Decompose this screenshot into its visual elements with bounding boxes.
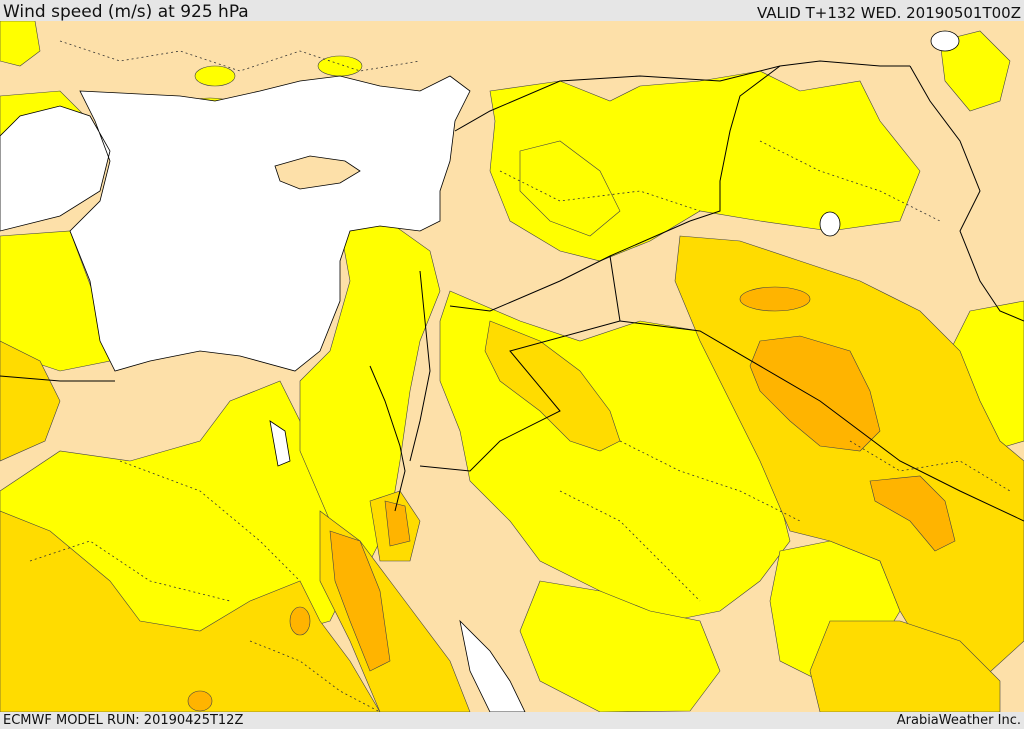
- border-israel-jordan: [409, 270, 431, 462]
- moderate-wind-saudi-e: [809, 620, 1001, 712]
- red-sea-gulf: [459, 619, 526, 712]
- light-wind-north-iraq: [519, 140, 621, 237]
- province-boundaries: [29, 40, 1011, 712]
- lake-urmia: [930, 30, 960, 52]
- border-egypt-israel: [369, 365, 406, 512]
- country-borders: [0, 60, 1024, 522]
- light-wind-iran: [939, 30, 1011, 112]
- sea-areas: [0, 75, 526, 712]
- province-line-8: [559, 490, 701, 602]
- moderate-wind-libya: [0, 340, 61, 462]
- strong-wind-iraq-core: [749, 335, 881, 452]
- strong-wind-egypt-patch: [289, 606, 311, 636]
- light-wind-patch-2: [194, 65, 236, 87]
- header-bar: Wind speed (m/s) at 925 hPa VALID T+132 …: [0, 0, 1024, 22]
- border-syria-iraq: [449, 220, 691, 312]
- credit-label: ArabiaWeather Inc.: [896, 713, 1021, 728]
- moderate-wind-egypt-s: [0, 510, 381, 712]
- map-title: Wind speed (m/s) at 925 hPa: [3, 2, 249, 22]
- light-wind-saudi-north: [519, 580, 721, 712]
- light-wind-west: [0, 21, 41, 67]
- footer-bar: ECMWF MODEL RUN: 20190425T12Z ArabiaWeat…: [0, 712, 1024, 729]
- strong-wind-red-sea-s: [329, 530, 391, 672]
- border-iran-iraq: [909, 65, 1024, 322]
- strong-wind-patch-se: [187, 690, 213, 712]
- mediterranean-sea: [0, 75, 471, 372]
- strong-wind-sinai-s: [384, 500, 411, 547]
- lake-van: [819, 211, 841, 237]
- valid-time: VALID T+132 WED. 20190501T00Z: [756, 4, 1021, 22]
- wind-speed-map: [0, 21, 1024, 712]
- strong-wind-gulf: [869, 475, 956, 552]
- strong-wind-zones: [187, 286, 956, 712]
- border-turkey-iraq: [689, 65, 781, 222]
- model-run-label: ECMWF MODEL RUN: 20190425T12Z: [3, 713, 244, 728]
- strong-wind-patch-north: [739, 286, 811, 312]
- border-egypt-libya: [0, 375, 115, 382]
- gulf-of-aqaba: [269, 420, 291, 467]
- border-turkey-syria: [454, 60, 910, 132]
- border-iraq-saudi: [619, 320, 1024, 522]
- province-line-5: [29, 540, 231, 602]
- cyprus: [274, 155, 361, 190]
- province-line-4: [119, 460, 301, 582]
- moderate-wind-jordan: [484, 320, 621, 452]
- province-line-9: [249, 640, 381, 712]
